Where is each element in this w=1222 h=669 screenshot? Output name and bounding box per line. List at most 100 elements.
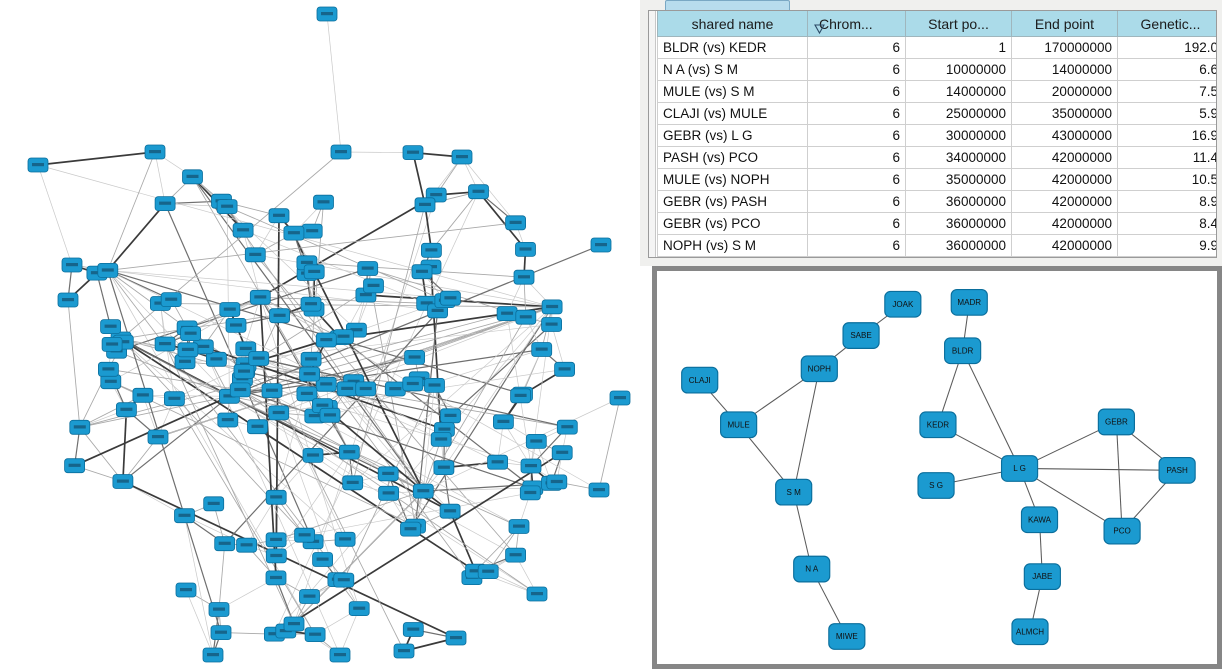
main-network-edge[interactable]: [185, 589, 214, 656]
table-row[interactable]: MULE (vs) NOPH 6 35000000 42000000 10.5: [657, 168, 1216, 191]
column-header-chromosome[interactable]: Chrom...: [807, 11, 906, 37]
table-row[interactable]: BLDR (vs) KEDR 6 1 170000000 192.0: [657, 36, 1216, 59]
subnetwork-node-claji[interactable]: CLAJI: [681, 366, 719, 394]
main-network-view[interactable]: [0, 0, 640, 669]
main-network-edge[interactable]: [260, 296, 427, 304]
node-shape[interactable]: [1020, 506, 1059, 534]
table-row[interactable]: NOPH (vs) S M 6 36000000 42000000 9.9: [657, 234, 1216, 257]
node-shape[interactable]: [793, 555, 831, 583]
subnetwork-node-bldr[interactable]: BLDR: [944, 337, 982, 365]
subnetwork-node-joak[interactable]: JOAK: [884, 290, 922, 318]
main-network-edge[interactable]: [122, 480, 457, 639]
subnetwork-edge[interactable]: [793, 368, 820, 493]
main-network-edge[interactable]: [326, 13, 342, 153]
table-row[interactable]: N A (vs) S M 6 10000000 14000000 6.6: [657, 58, 1216, 81]
main-network-edge[interactable]: [339, 608, 360, 656]
node-shape[interactable]: [1097, 408, 1135, 436]
main-network-edge[interactable]: [229, 244, 602, 397]
table-row[interactable]: GEBR (vs) L G 6 30000000 43000000 16.9: [657, 124, 1216, 147]
node-shape[interactable]: [842, 322, 880, 349]
column-header-genetic[interactable]: Genetic...: [1117, 11, 1216, 37]
main-network-edge[interactable]: [107, 270, 222, 633]
subnetwork-node-madr[interactable]: MADR: [950, 288, 988, 316]
main-network-edge[interactable]: [343, 385, 435, 581]
node-shape[interactable]: [1023, 563, 1061, 591]
main-network-edge[interactable]: [107, 270, 438, 312]
main-network-edge[interactable]: [340, 151, 414, 153]
main-network-edge[interactable]: [409, 306, 553, 530]
subnetwork-edge[interactable]: [962, 350, 1021, 469]
table-tab[interactable]: [665, 0, 790, 10]
main-network-edge[interactable]: [107, 203, 166, 271]
subnetwork-node-sabe[interactable]: SABE: [842, 322, 880, 349]
node-shape[interactable]: [800, 355, 838, 383]
subnetwork-node-kedr[interactable]: KEDR: [919, 411, 957, 439]
main-network-edge[interactable]: [108, 368, 241, 391]
main-network-edge[interactable]: [242, 230, 261, 298]
subnetwork-node-sg[interactable]: S G: [917, 472, 955, 499]
main-network-edge[interactable]: [226, 206, 446, 301]
main-network-edge[interactable]: [107, 270, 451, 299]
main-network-edge[interactable]: [475, 526, 520, 572]
subnetwork-node-sm[interactable]: S M: [775, 478, 813, 506]
table-container[interactable]: shared name Chrom... Start po... End poi…: [648, 10, 1217, 258]
node-shape[interactable]: [919, 411, 957, 439]
main-network-edge[interactable]: [240, 389, 533, 489]
main-network-edge[interactable]: [184, 515, 214, 656]
main-network-edge[interactable]: [258, 285, 374, 359]
main-network-edge[interactable]: [443, 306, 553, 468]
main-network-edge[interactable]: [120, 338, 346, 540]
table-row[interactable]: GEBR (vs) PASH 6 36000000 42000000 8.9: [657, 190, 1216, 213]
table-row[interactable]: MULE (vs) S M 6 14000000 20000000 7.5: [657, 80, 1216, 103]
main-network-edge[interactable]: [79, 395, 230, 428]
main-network-edge[interactable]: [352, 204, 426, 483]
subnetwork-node-mule[interactable]: MULE: [720, 411, 758, 439]
main-network-edge[interactable]: [154, 151, 166, 204]
main-network-edge[interactable]: [122, 436, 159, 482]
main-network-edge[interactable]: [347, 388, 568, 428]
node-shape[interactable]: [1158, 456, 1196, 484]
subnetwork-edge[interactable]: [1019, 467, 1178, 471]
subnetwork-node-pash[interactable]: PASH: [1158, 456, 1196, 484]
main-network-edge[interactable]: [142, 394, 230, 397]
main-network-edge[interactable]: [242, 378, 520, 527]
subnetwork-node-miwe[interactable]: MIWE: [828, 623, 866, 650]
subnetwork-view[interactable]: CLAJI MULE NOPH SABE JOAK S M N A MIWE MADR BLDR K…: [652, 266, 1222, 669]
main-network-edge[interactable]: [412, 152, 426, 205]
main-network-edge[interactable]: [422, 385, 435, 492]
main-network-edge[interactable]: [122, 409, 128, 482]
main-network-edge[interactable]: [107, 151, 156, 271]
main-network-edge[interactable]: [260, 296, 341, 338]
main-network-edge[interactable]: [424, 204, 433, 251]
main-network-edge[interactable]: [304, 492, 531, 536]
subnetwork-edge[interactable]: [1115, 421, 1123, 532]
main-network-edge[interactable]: [274, 191, 479, 635]
subnetwork-node-pco[interactable]: PCO: [1103, 517, 1141, 545]
subnetwork-node-jabe[interactable]: JABE: [1023, 563, 1061, 591]
main-network-edge[interactable]: [242, 229, 427, 304]
main-network-edge[interactable]: [431, 191, 479, 251]
subnetwork-node-noph[interactable]: NOPH: [800, 355, 838, 383]
main-network-edge[interactable]: [122, 395, 230, 482]
column-header-start-point[interactable]: Start po...: [905, 11, 1012, 37]
node-shape[interactable]: [828, 623, 866, 650]
main-network-edge[interactable]: [79, 394, 144, 428]
node-shape[interactable]: [1011, 618, 1049, 646]
main-network-edge[interactable]: [107, 270, 230, 397]
edge-table[interactable]: shared name Chrom... Start po... End poi…: [657, 11, 1216, 257]
main-network-edge[interactable]: [313, 271, 425, 492]
main-network-edge[interactable]: [551, 324, 565, 370]
main-network-edge[interactable]: [107, 222, 516, 271]
subnetwork-node-na[interactable]: N A: [793, 555, 831, 583]
table-row[interactable]: GEBR (vs) PCO 6 36000000 42000000 8.4: [657, 212, 1216, 235]
node-shape[interactable]: [950, 288, 988, 316]
main-network-canvas[interactable]: [0, 0, 640, 669]
main-network-edge[interactable]: [229, 306, 553, 397]
column-header-end-point[interactable]: End point: [1011, 11, 1118, 37]
node-shape[interactable]: [1103, 517, 1141, 545]
node-shape[interactable]: [681, 366, 719, 394]
main-network-edge[interactable]: [226, 206, 230, 397]
subnetwork-node-kawa[interactable]: KAWA: [1020, 506, 1059, 534]
main-network-edge[interactable]: [260, 296, 600, 491]
node-shape[interactable]: [917, 472, 955, 499]
